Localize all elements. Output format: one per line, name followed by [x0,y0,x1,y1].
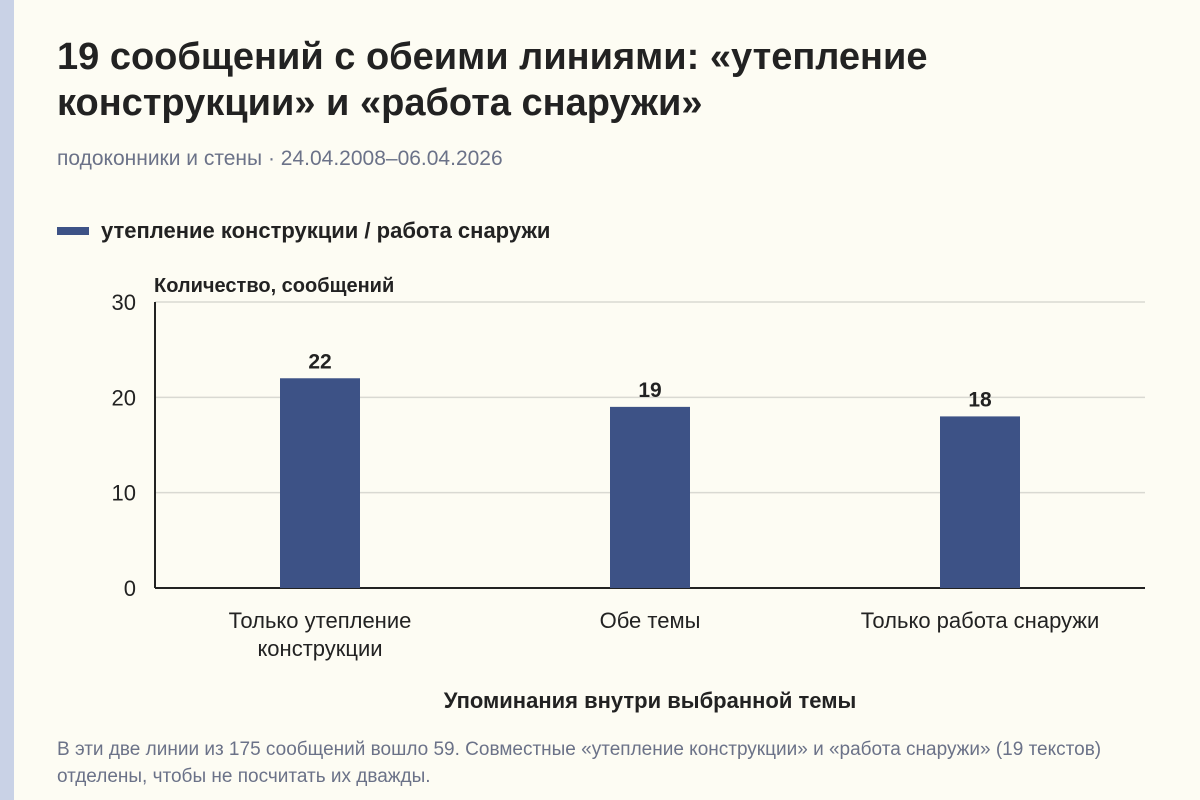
data-label: 18 [968,388,992,411]
legend-label: утепление конструкции / работа снаружи [101,218,551,243]
bar [610,406,690,588]
data-label: 22 [308,350,331,373]
x-tick-label: Только утепление конструкции [229,608,412,661]
bar [280,378,360,588]
y-tick-label: 0 [124,576,136,601]
y-tick-label: 10 [112,481,136,506]
left-accent-strip [0,0,14,800]
x-tick-label: Обе темы [600,608,701,633]
chart-title: 19 сообщений с обеими линиями: «утеплени… [57,36,928,124]
chart-subtitle: подоконники и стены · 24.04.2008–06.04.2… [57,147,503,170]
footnote: В эти две линии из 175 сообщений вошло 5… [57,739,1102,787]
y-tick-label: 30 [112,290,136,315]
legend-swatch [57,227,89,235]
y-axis-label: Количество, сообщений [154,275,394,297]
y-tick-label: 20 [112,385,136,410]
x-tick-label: Только работа снаружи [861,608,1100,633]
x-axis-label: Упоминания внутри выбранной темы [444,688,857,713]
legend: утепление конструкции / работа снаружи [57,218,550,244]
bar-chart: Количество, сообщений 0 10 20 30 22 Только у… [112,275,1145,713]
bar [940,416,1020,588]
data-label: 19 [638,379,661,402]
